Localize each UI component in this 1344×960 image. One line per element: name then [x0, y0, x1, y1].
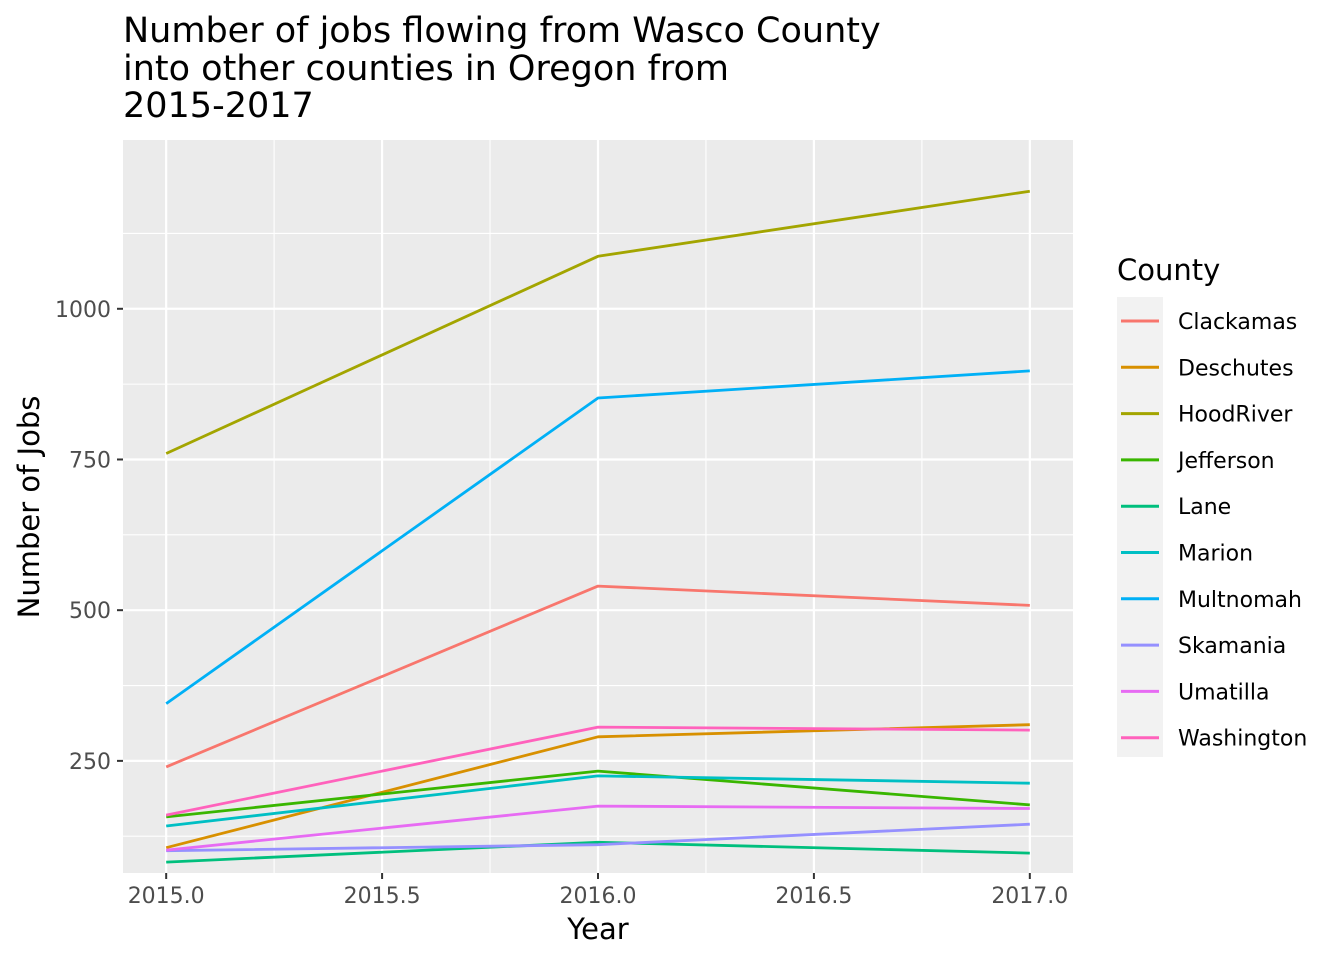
x-axis-title: Year — [566, 912, 628, 946]
y-tick-label: 1000 — [55, 298, 111, 323]
legend-label-washington: Washington — [1178, 727, 1307, 752]
x-tick-label: 2016.0 — [560, 884, 637, 909]
x-tick-label: 2015.5 — [344, 884, 421, 909]
series-line-jefferson — [166, 769, 1030, 819]
legend: County Clackamas Deschutes HoodRiver Jeffer… — [1117, 253, 1307, 757]
x-tick-label: 2016.5 — [775, 884, 852, 909]
series-lines — [165, 189, 1031, 864]
legend-key-background — [1117, 297, 1163, 757]
legend-label-marion: Marion — [1178, 542, 1253, 567]
series-line-clackamas — [165, 584, 1030, 769]
legend-label-lane: Lane — [1178, 495, 1231, 520]
y-tick-label: 750 — [69, 448, 111, 473]
x-tick-label: 2017.0 — [991, 884, 1068, 909]
chart-title-line-3: 2015-2017 — [123, 86, 314, 126]
y-tick-label: 250 — [69, 750, 111, 775]
legend-title: County — [1117, 253, 1220, 287]
y-axis: 250 500 750 1000 — [55, 298, 123, 775]
y-axis-title: Number of Jobs — [12, 396, 46, 619]
series-line-marion — [166, 774, 1030, 828]
series-line-washington — [165, 725, 1030, 817]
chart-title-line-1: Number of jobs flowing from Wasco County — [123, 11, 881, 51]
series-line-lane — [166, 840, 1030, 864]
x-axis: 2015.0 2015.5 2016.0 2016.5 2017.0 — [128, 873, 1068, 909]
legend-label-clackamas: Clackamas — [1178, 310, 1297, 335]
legend-label-umatilla: Umatilla — [1178, 680, 1269, 705]
legend-label-deschutes: Deschutes — [1178, 356, 1294, 381]
series-line-hoodriver — [165, 189, 1031, 455]
series-line-skamania — [166, 822, 1030, 853]
legend-label-skamania: Skamania — [1178, 634, 1286, 659]
series-line-multnomah — [165, 369, 1030, 705]
y-tick-label: 500 — [69, 599, 111, 624]
series-line-umatilla — [166, 804, 1030, 852]
legend-label-multnomah: Multnomah — [1178, 588, 1302, 613]
legend-label-hoodriver: HoodRiver — [1178, 403, 1293, 428]
x-tick-label: 2015.0 — [128, 884, 205, 909]
chart-title: Number of jobs flowing from Wasco County… — [123, 11, 881, 126]
major-gridlines — [123, 140, 1073, 873]
chart-title-line-2: into other counties in Oregon from — [123, 49, 729, 89]
legend-label-jefferson: Jefferson — [1176, 449, 1275, 474]
